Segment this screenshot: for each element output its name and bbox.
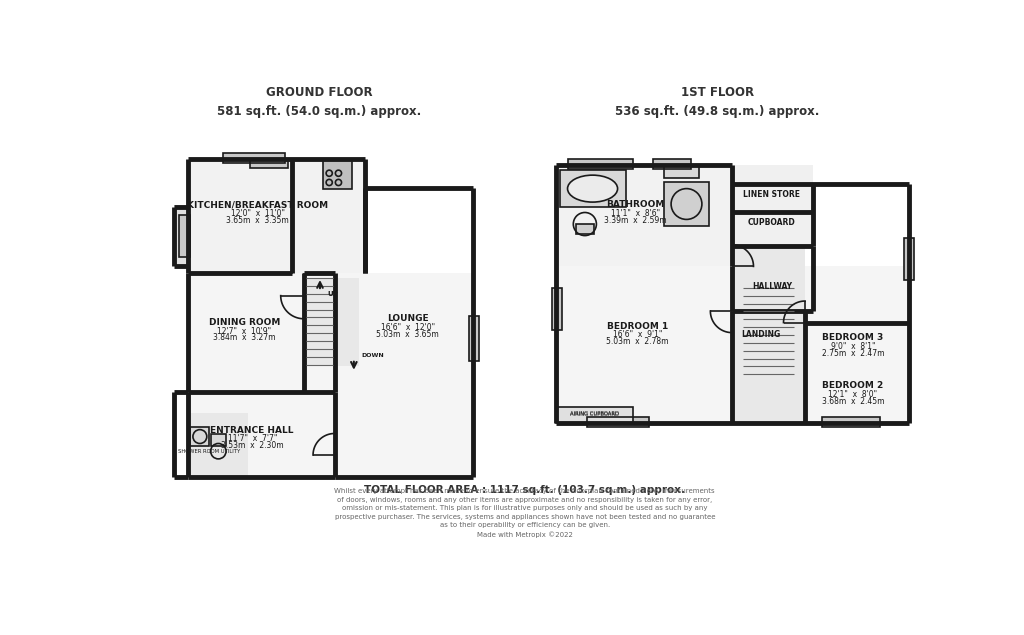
Bar (250, 159, 289, 168)
Text: BATHROOM: BATHROOM (606, 200, 665, 210)
Bar (822, 417, 880, 427)
Bar (179, 215, 189, 257)
Text: 3.39m  x  2.59m: 3.39m x 2.59m (604, 216, 667, 225)
Text: LOUNGE: LOUNGE (387, 314, 429, 323)
Bar (805, 267, 909, 323)
Text: 11'7"  x  7'7": 11'7" x 7'7" (227, 434, 276, 443)
Bar (179, 215, 189, 257)
Text: AIRING CUPBOARD: AIRING CUPBOARD (570, 413, 620, 417)
Bar (556, 267, 732, 423)
Text: Whilst every attempt has been made to ensure the accuracy of the floorplan conta: Whilst every attempt has been made to en… (335, 488, 715, 538)
Text: DOWN: DOWN (361, 353, 384, 358)
Text: GROUND FLOOR
581 sq.ft. (54.0 sq.m.) approx.: GROUND FLOOR 581 sq.ft. (54.0 sq.m.) app… (217, 86, 421, 118)
Bar (732, 311, 805, 423)
Text: 3.68m  x  2.45m: 3.68m x 2.45m (821, 397, 884, 406)
Bar (223, 153, 285, 163)
Text: 3.65m  x  3.35m: 3.65m x 3.35m (226, 216, 289, 225)
Bar (665, 166, 698, 178)
Bar (665, 182, 709, 226)
Bar (552, 288, 562, 330)
Bar (469, 316, 478, 361)
Text: 16'6"  x  9'1": 16'6" x 9'1" (612, 330, 662, 340)
Bar (556, 407, 634, 423)
Text: 3.53m  x  2.30m: 3.53m x 2.30m (221, 441, 284, 450)
Text: 2.75m  x  2.47m: 2.75m x 2.47m (821, 349, 884, 358)
Bar (174, 205, 188, 267)
Bar (323, 160, 352, 189)
Bar (575, 224, 594, 234)
Bar (188, 392, 335, 477)
Bar (304, 278, 359, 366)
Text: BEDROOM 2: BEDROOM 2 (822, 381, 884, 391)
Bar (805, 323, 909, 423)
Bar (335, 272, 472, 477)
Bar (560, 170, 626, 207)
Text: 12'7"  x  10'9": 12'7" x 10'9" (217, 326, 271, 335)
Text: LINEN STORE: LINEN STORE (743, 189, 801, 199)
Bar (665, 166, 698, 178)
Text: BEDROOM 1: BEDROOM 1 (606, 322, 668, 331)
Bar (822, 417, 880, 427)
Text: 1ST FLOOR
536 sq.ft. (49.8 sq.m.) approx.: 1ST FLOOR 536 sq.ft. (49.8 sq.m.) approx… (615, 86, 819, 118)
Text: HALLWAY: HALLWAY (752, 282, 792, 291)
Bar (211, 434, 226, 446)
Bar (469, 316, 478, 361)
Ellipse shape (567, 175, 617, 202)
Bar (188, 413, 249, 477)
Bar (568, 159, 634, 170)
Text: AIRING CUPBOARD: AIRING CUPBOARD (570, 411, 620, 416)
Text: 12'0"  x  11'0": 12'0" x 11'0" (230, 209, 285, 218)
Bar (560, 170, 626, 207)
Bar (552, 288, 562, 330)
Bar (652, 159, 691, 170)
Bar (188, 159, 364, 272)
Bar (904, 238, 914, 280)
Bar (652, 159, 691, 170)
Bar (805, 320, 909, 423)
Bar (904, 238, 914, 280)
Text: 11'1"  x  8'6": 11'1" x 8'6" (611, 209, 660, 218)
Bar (189, 427, 209, 446)
Bar (556, 407, 634, 423)
Text: SHOWER ROOM UTILITY: SHOWER ROOM UTILITY (178, 449, 241, 453)
Text: 5.03m  x  3.65m: 5.03m x 3.65m (377, 330, 439, 338)
Text: 3.84m  x  3.27m: 3.84m x 3.27m (213, 333, 275, 342)
Text: LANDING: LANDING (740, 330, 780, 338)
Bar (250, 159, 289, 168)
Bar (732, 164, 813, 246)
Text: 12'1"  x  8'0": 12'1" x 8'0" (828, 390, 878, 399)
Text: ENTRANCE HALL: ENTRANCE HALL (211, 426, 294, 435)
Bar (556, 164, 732, 267)
Bar (323, 160, 352, 189)
Text: KITCHEN/BREAKFAST ROOM: KITCHEN/BREAKFAST ROOM (187, 200, 328, 210)
Text: BEDROOM 3: BEDROOM 3 (822, 333, 884, 342)
Bar (575, 224, 594, 234)
Text: TOTAL FLOOR AREA : 1117 sq.ft. (103.7 sq.m.) approx.: TOTAL FLOOR AREA : 1117 sq.ft. (103.7 sq… (365, 486, 685, 495)
Text: UP: UP (327, 291, 338, 297)
Text: CUPBOARD: CUPBOARD (749, 218, 796, 227)
Bar (189, 427, 209, 446)
Text: 9'0"  x  8'1": 9'0" x 8'1" (830, 342, 876, 351)
Bar (732, 246, 805, 311)
Bar (587, 417, 649, 427)
Bar (568, 159, 634, 170)
Bar (223, 153, 285, 163)
Bar (805, 267, 909, 423)
Bar (211, 434, 226, 446)
Bar (587, 417, 649, 427)
Text: DINING ROOM: DINING ROOM (209, 318, 281, 327)
Text: 5.03m  x  2.78m: 5.03m x 2.78m (606, 337, 669, 346)
Text: 16'6"  x  12'0": 16'6" x 12'0" (381, 323, 435, 331)
Bar (188, 272, 335, 392)
Bar (665, 182, 709, 226)
